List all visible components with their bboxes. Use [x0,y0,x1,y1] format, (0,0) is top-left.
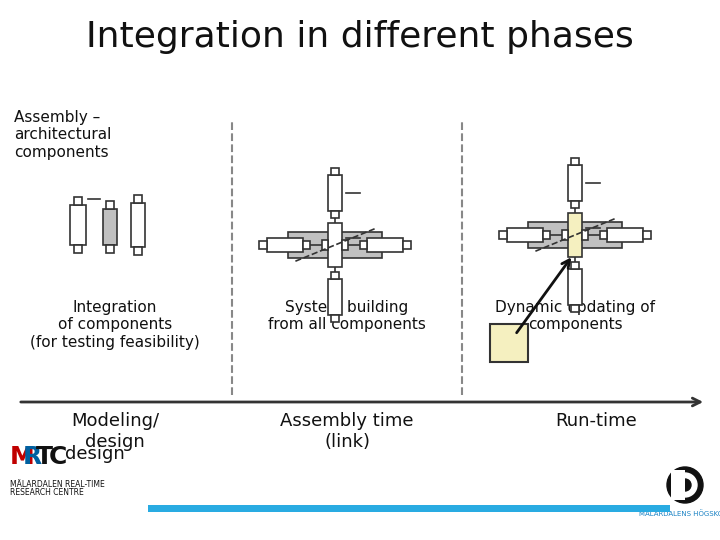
Bar [134,195,142,203]
Bar [608,228,644,242]
Bar [568,269,582,305]
Text: C: C [49,445,68,469]
Bar [331,167,338,175]
Bar [600,232,608,239]
Bar [302,241,310,248]
Text: Modeling/
design: Modeling/ design [71,412,159,451]
Bar [331,272,338,279]
Text: MÄLARDALENS HÖGSKOLA: MÄLARDALENS HÖGSKOLA [639,510,720,517]
Bar [568,213,582,256]
Text: Run-time: Run-time [555,412,636,430]
Text: Integration in different phases: Integration in different phases [86,20,634,54]
Text: System building
from all components: System building from all components [268,300,426,333]
Bar [288,232,382,258]
Bar [528,222,622,248]
Text: Assembly time
(link): Assembly time (link) [280,412,414,451]
Bar [572,262,579,269]
Circle shape [679,479,691,491]
Bar [331,315,338,322]
Circle shape [673,473,697,497]
Bar [403,241,410,248]
Bar [70,205,86,245]
Bar [134,247,142,255]
Bar [671,470,685,500]
Text: T: T [36,445,53,469]
Bar [572,158,579,165]
Bar [582,230,588,240]
Bar [360,241,367,248]
Bar [568,165,582,201]
Text: MÄLARDALEN REAL-TIME: MÄLARDALEN REAL-TIME [10,480,104,489]
Text: M: M [10,445,35,469]
Text: design: design [65,445,125,463]
Bar [367,238,403,252]
Bar [259,241,266,248]
Bar [106,201,114,209]
Text: Integration
of components
(for testing feasibility): Integration of components (for testing f… [30,300,200,350]
Bar [331,211,338,218]
Bar [500,232,507,239]
Text: RESEARCH CENTRE: RESEARCH CENTRE [10,488,84,497]
Bar [74,197,82,205]
Bar [328,279,342,315]
Text: Dynamic updating of
components: Dynamic updating of components [495,300,655,333]
Bar [323,240,328,251]
Bar [507,228,543,242]
Bar [572,201,579,208]
Bar [342,240,348,251]
Bar [74,245,82,253]
Bar [328,175,342,211]
Bar [562,230,568,240]
Bar [103,209,117,245]
Bar [572,305,579,313]
Bar [490,324,528,362]
Circle shape [667,467,703,503]
Bar [543,232,550,239]
Text: R: R [23,445,42,469]
Bar [328,224,342,267]
Bar [644,232,651,239]
Bar [131,203,145,247]
Bar [106,245,114,253]
Bar [148,505,670,512]
Text: Assembly –
architectural
components: Assembly – architectural components [14,110,112,160]
Bar [266,238,302,252]
